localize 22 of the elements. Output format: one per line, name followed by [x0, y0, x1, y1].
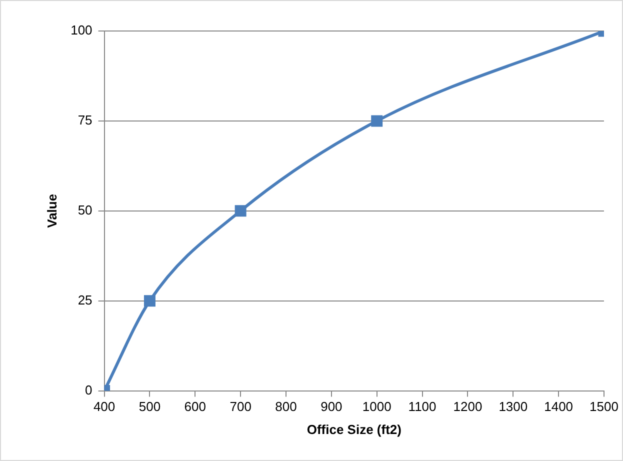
x-tick-label: 800 [275, 399, 297, 414]
point [234, 205, 246, 217]
x-tick-label: 500 [138, 399, 161, 414]
x-tick-label: 1200 [453, 399, 482, 414]
x-axis-title: Office Size (ft2) [306, 422, 402, 437]
x-tick-label: 1100 [408, 399, 436, 414]
x-tick-label: 1300 [498, 399, 528, 414]
y-tick-label: 0 [85, 382, 92, 398]
y-axis-title: Value [44, 194, 60, 228]
y-tick-label: 50 [78, 202, 92, 218]
x-tick-label: 1500 [590, 399, 618, 414]
x-tick-label: 600 [184, 399, 206, 414]
point [144, 295, 156, 307]
y-tick-label: 75 [78, 112, 92, 128]
x-tick-label: 700 [230, 399, 252, 414]
x-tick-label: 900 [320, 399, 342, 414]
y-tick-label: 100 [70, 22, 92, 38]
point [371, 115, 383, 127]
x-tick-label: 1000 [362, 399, 392, 414]
x-tick-label: 400 [93, 399, 116, 414]
y-tick-label: 25 [78, 292, 92, 308]
x-tick-label: 1400 [544, 399, 574, 414]
